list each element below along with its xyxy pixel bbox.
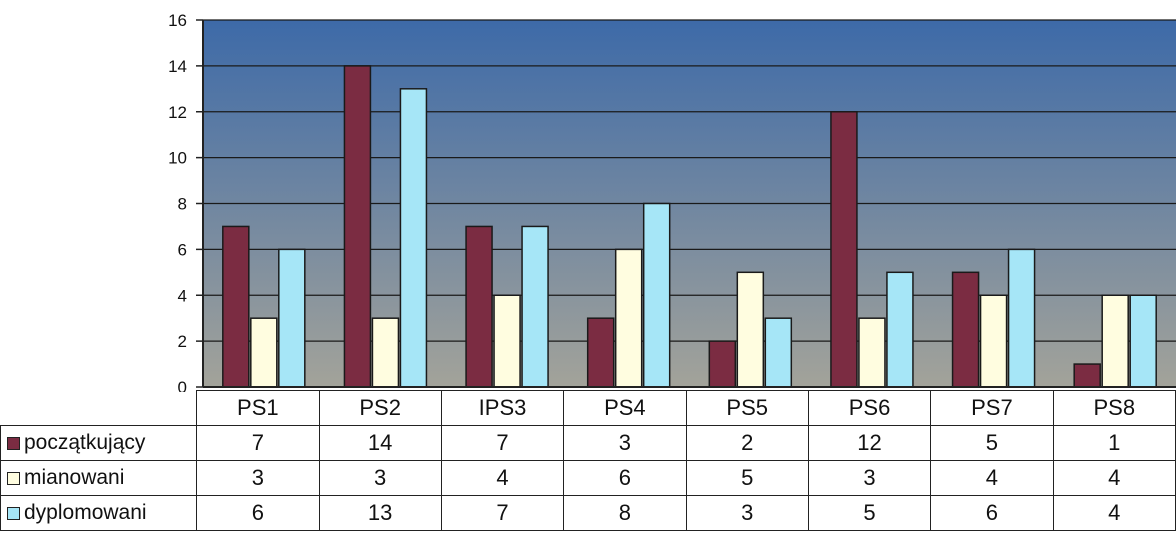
category-header-row: PS1 PS2 IPS3 PS4 PS5 PS6 PS7 PS8: [1, 390, 1176, 426]
bar-IPS3-początkujący: [465, 225, 493, 388]
category-label: PS6: [807, 390, 932, 426]
legend-entry: mianowani: [0, 460, 198, 496]
bar-PS4-dyplomowani: [642, 202, 671, 388]
series-name: początkujący: [24, 431, 146, 454]
y-tick-label: 0: [178, 378, 187, 392]
bar-PS2-dyplomowani: [399, 88, 428, 388]
data-label: 4: [440, 460, 565, 496]
bar-PS7-początkujący: [951, 271, 980, 388]
category-label: PS2: [318, 390, 442, 426]
bar-PS2-mianowani: [371, 317, 400, 388]
series-row: dyplomowani 6 13 7 8 3 5 6 4: [0, 495, 1176, 531]
data-label: 3: [685, 495, 809, 531]
y-tick-label: 10: [168, 149, 187, 168]
legend-swatch: [7, 507, 20, 520]
data-label: 5: [807, 495, 932, 531]
bar-IPS3-dyplomowani: [521, 225, 549, 388]
bar-PS8-początkujący: [1073, 363, 1101, 388]
table-corner: [1, 391, 197, 426]
data-label: 6: [930, 495, 1054, 531]
data-table: PS1 PS2 IPS3 PS4 PS5 PS6 PS7 PS8 początkujący 7 1…: [0, 390, 1176, 531]
data-label: 8: [563, 495, 687, 531]
bar-PS1-dyplomowani: [278, 248, 306, 388]
y-axis-ticks: 0 2 4 6 8 10 12 14 16: [168, 11, 203, 392]
bar-PS8-mianowani: [1101, 294, 1129, 388]
bar-PS2-początkujący: [343, 65, 372, 388]
bar-PS4-mianowani: [614, 248, 643, 388]
series-name: mianowani: [24, 466, 125, 489]
bar-PS1-mianowani: [250, 317, 278, 388]
category-label: PS5: [685, 390, 809, 426]
data-label: 7: [196, 425, 320, 461]
bar-chart: 0 2 4 6 8 10 12 14 16: [168, 11, 1176, 392]
data-label: 4: [930, 460, 1054, 496]
data-label: 7: [440, 495, 565, 531]
bar-IPS3-mianowani: [493, 294, 521, 388]
bar-PS7-mianowani: [979, 294, 1008, 388]
legend-swatch: [7, 437, 20, 450]
bar-PS6-mianowani: [858, 317, 886, 388]
data-label: 6: [563, 460, 687, 496]
data-label: 6: [196, 495, 320, 531]
y-tick-label: 8: [178, 195, 187, 214]
y-tick-label: 16: [168, 11, 187, 30]
data-label: 4: [1052, 460, 1176, 496]
bars: [222, 65, 1157, 388]
legend-entry: dyplomowani: [0, 495, 198, 531]
series-row: początkujący 7 14 7 3 2 12 5 1: [0, 425, 1176, 461]
bar-PS4-początkujący: [586, 317, 615, 388]
category-label: PS8: [1052, 390, 1176, 426]
data-label: 3: [563, 425, 687, 461]
data-label: 5: [685, 460, 809, 496]
bar-PS5-dyplomowani: [764, 317, 793, 388]
y-tick-label: 2: [178, 332, 187, 351]
legend-swatch: [7, 472, 20, 485]
data-label: 3: [807, 460, 932, 496]
data-label: 3: [196, 460, 320, 496]
data-label: 12: [807, 425, 932, 461]
bar-PS1-początkujący: [222, 225, 250, 388]
category-label: IPS3: [440, 390, 565, 426]
data-label: 5: [930, 425, 1054, 461]
data-label: 3: [318, 460, 442, 496]
data-label: 13: [318, 495, 442, 531]
y-tick-label: 14: [168, 57, 187, 76]
bar-PS7-dyplomowani: [1007, 248, 1036, 388]
data-label: 4: [1052, 495, 1176, 531]
category-label: PS7: [930, 390, 1054, 426]
data-label: 14: [318, 425, 442, 461]
bar-PS8-dyplomowani: [1129, 294, 1157, 388]
bar-PS5-początkujący: [708, 340, 737, 388]
series-name: dyplomowani: [24, 501, 147, 524]
bar-PS5-mianowani: [736, 271, 765, 388]
legend-entry: początkujący: [0, 425, 198, 461]
bar-PS6-dyplomowani: [886, 271, 914, 388]
data-label: 7: [440, 425, 565, 461]
data-label: 1: [1052, 425, 1176, 461]
y-tick-label: 12: [168, 103, 187, 122]
data-label: 2: [685, 425, 809, 461]
bar-PS6-początkujący: [830, 111, 858, 388]
y-tick-label: 6: [178, 240, 187, 259]
series-row: mianowani 3 3 4 6 5 3 4 4: [0, 460, 1176, 496]
y-tick-label: 4: [178, 286, 187, 305]
category-label: PS4: [563, 390, 687, 426]
category-label: PS1: [196, 390, 320, 426]
